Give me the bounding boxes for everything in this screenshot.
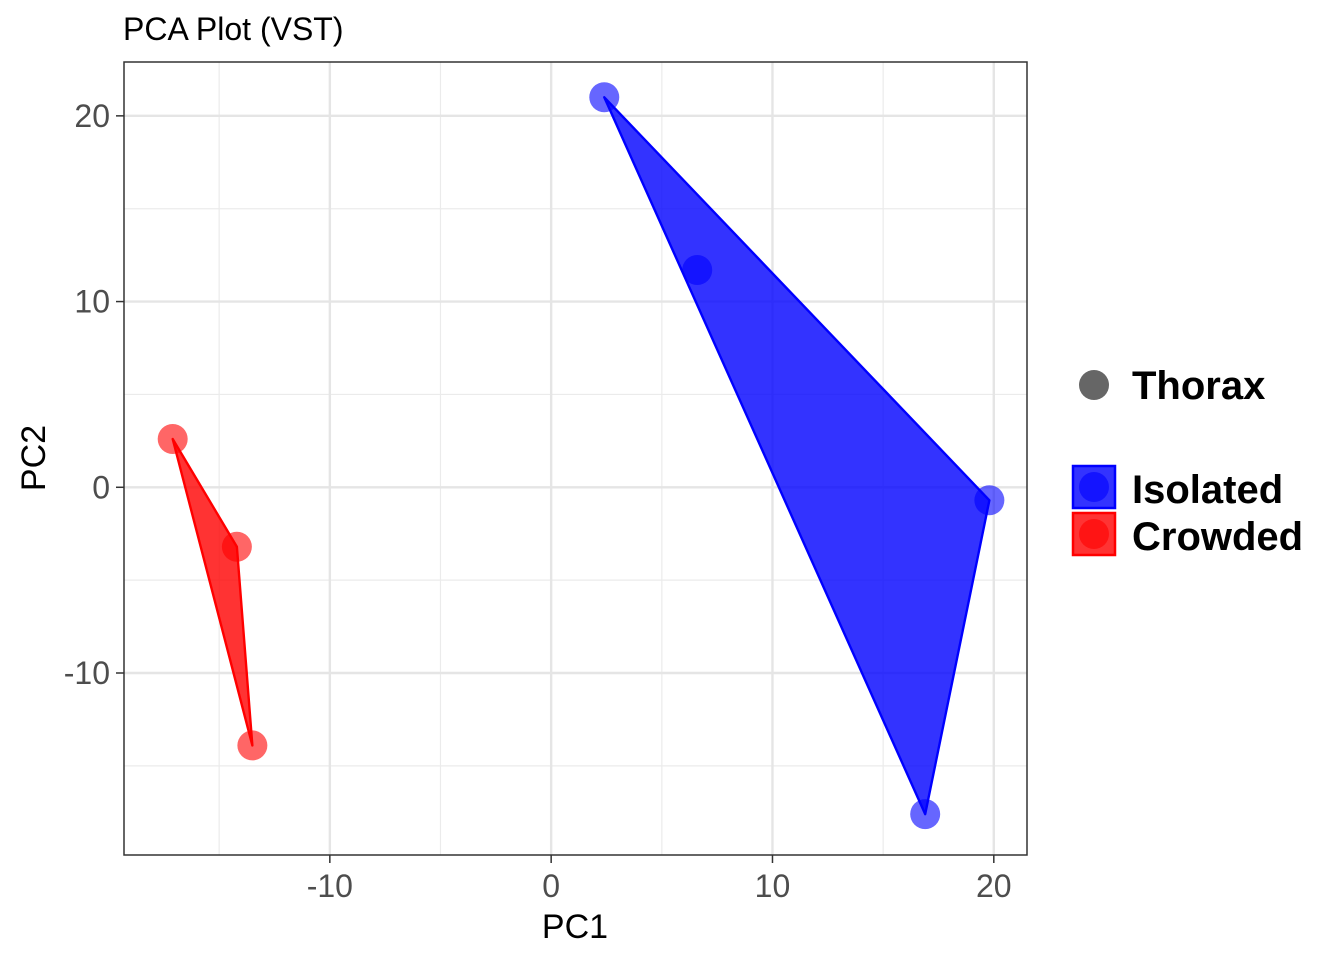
x-tick-label: 10 (755, 868, 791, 904)
legend-key-crowded-dot (1079, 519, 1109, 549)
point-crowded (157, 424, 188, 454)
legend-shape-key (1079, 370, 1109, 400)
x-axis: -10 0 10 20 (307, 855, 1012, 904)
legend-label-crowded: Crowded (1132, 515, 1303, 559)
point-isolated (682, 255, 713, 285)
y-tick-label: 0 (92, 469, 110, 505)
point-isolated (589, 82, 620, 113)
legend-label-isolated: Isolated (1132, 468, 1283, 512)
y-tick-label: 20 (74, 98, 110, 134)
point-isolated (910, 799, 941, 830)
x-tick-label: -10 (307, 868, 353, 904)
hull-crowded (171, 437, 254, 747)
point-crowded (237, 730, 268, 761)
y-axis-label: PC2 (15, 425, 53, 491)
x-tick-label: 0 (542, 868, 560, 904)
legend-series-entry-crowded: Crowded (1071, 511, 1303, 559)
plot-border (123, 61, 1028, 856)
legend-shape-label: Thorax (1132, 364, 1265, 408)
y-axis: -10 0 10 20 (64, 98, 124, 691)
legend-shape-entry: Thorax (1079, 364, 1265, 408)
point-crowded (221, 531, 252, 562)
chart-title: PCA Plot (VST) (123, 11, 344, 47)
x-axis-label: PC1 (542, 908, 608, 946)
legend-series-entry-isolated: Isolated (1071, 464, 1283, 512)
legend-key-isolated-dot (1079, 472, 1109, 502)
point-isolated (974, 485, 1005, 516)
y-tick-label: -10 (64, 655, 110, 691)
x-tick-label: 20 (976, 868, 1012, 904)
legend: Thorax Isolated Crowded (1071, 364, 1303, 559)
y-tick-label: 10 (74, 284, 110, 320)
points-layer (157, 82, 1005, 830)
